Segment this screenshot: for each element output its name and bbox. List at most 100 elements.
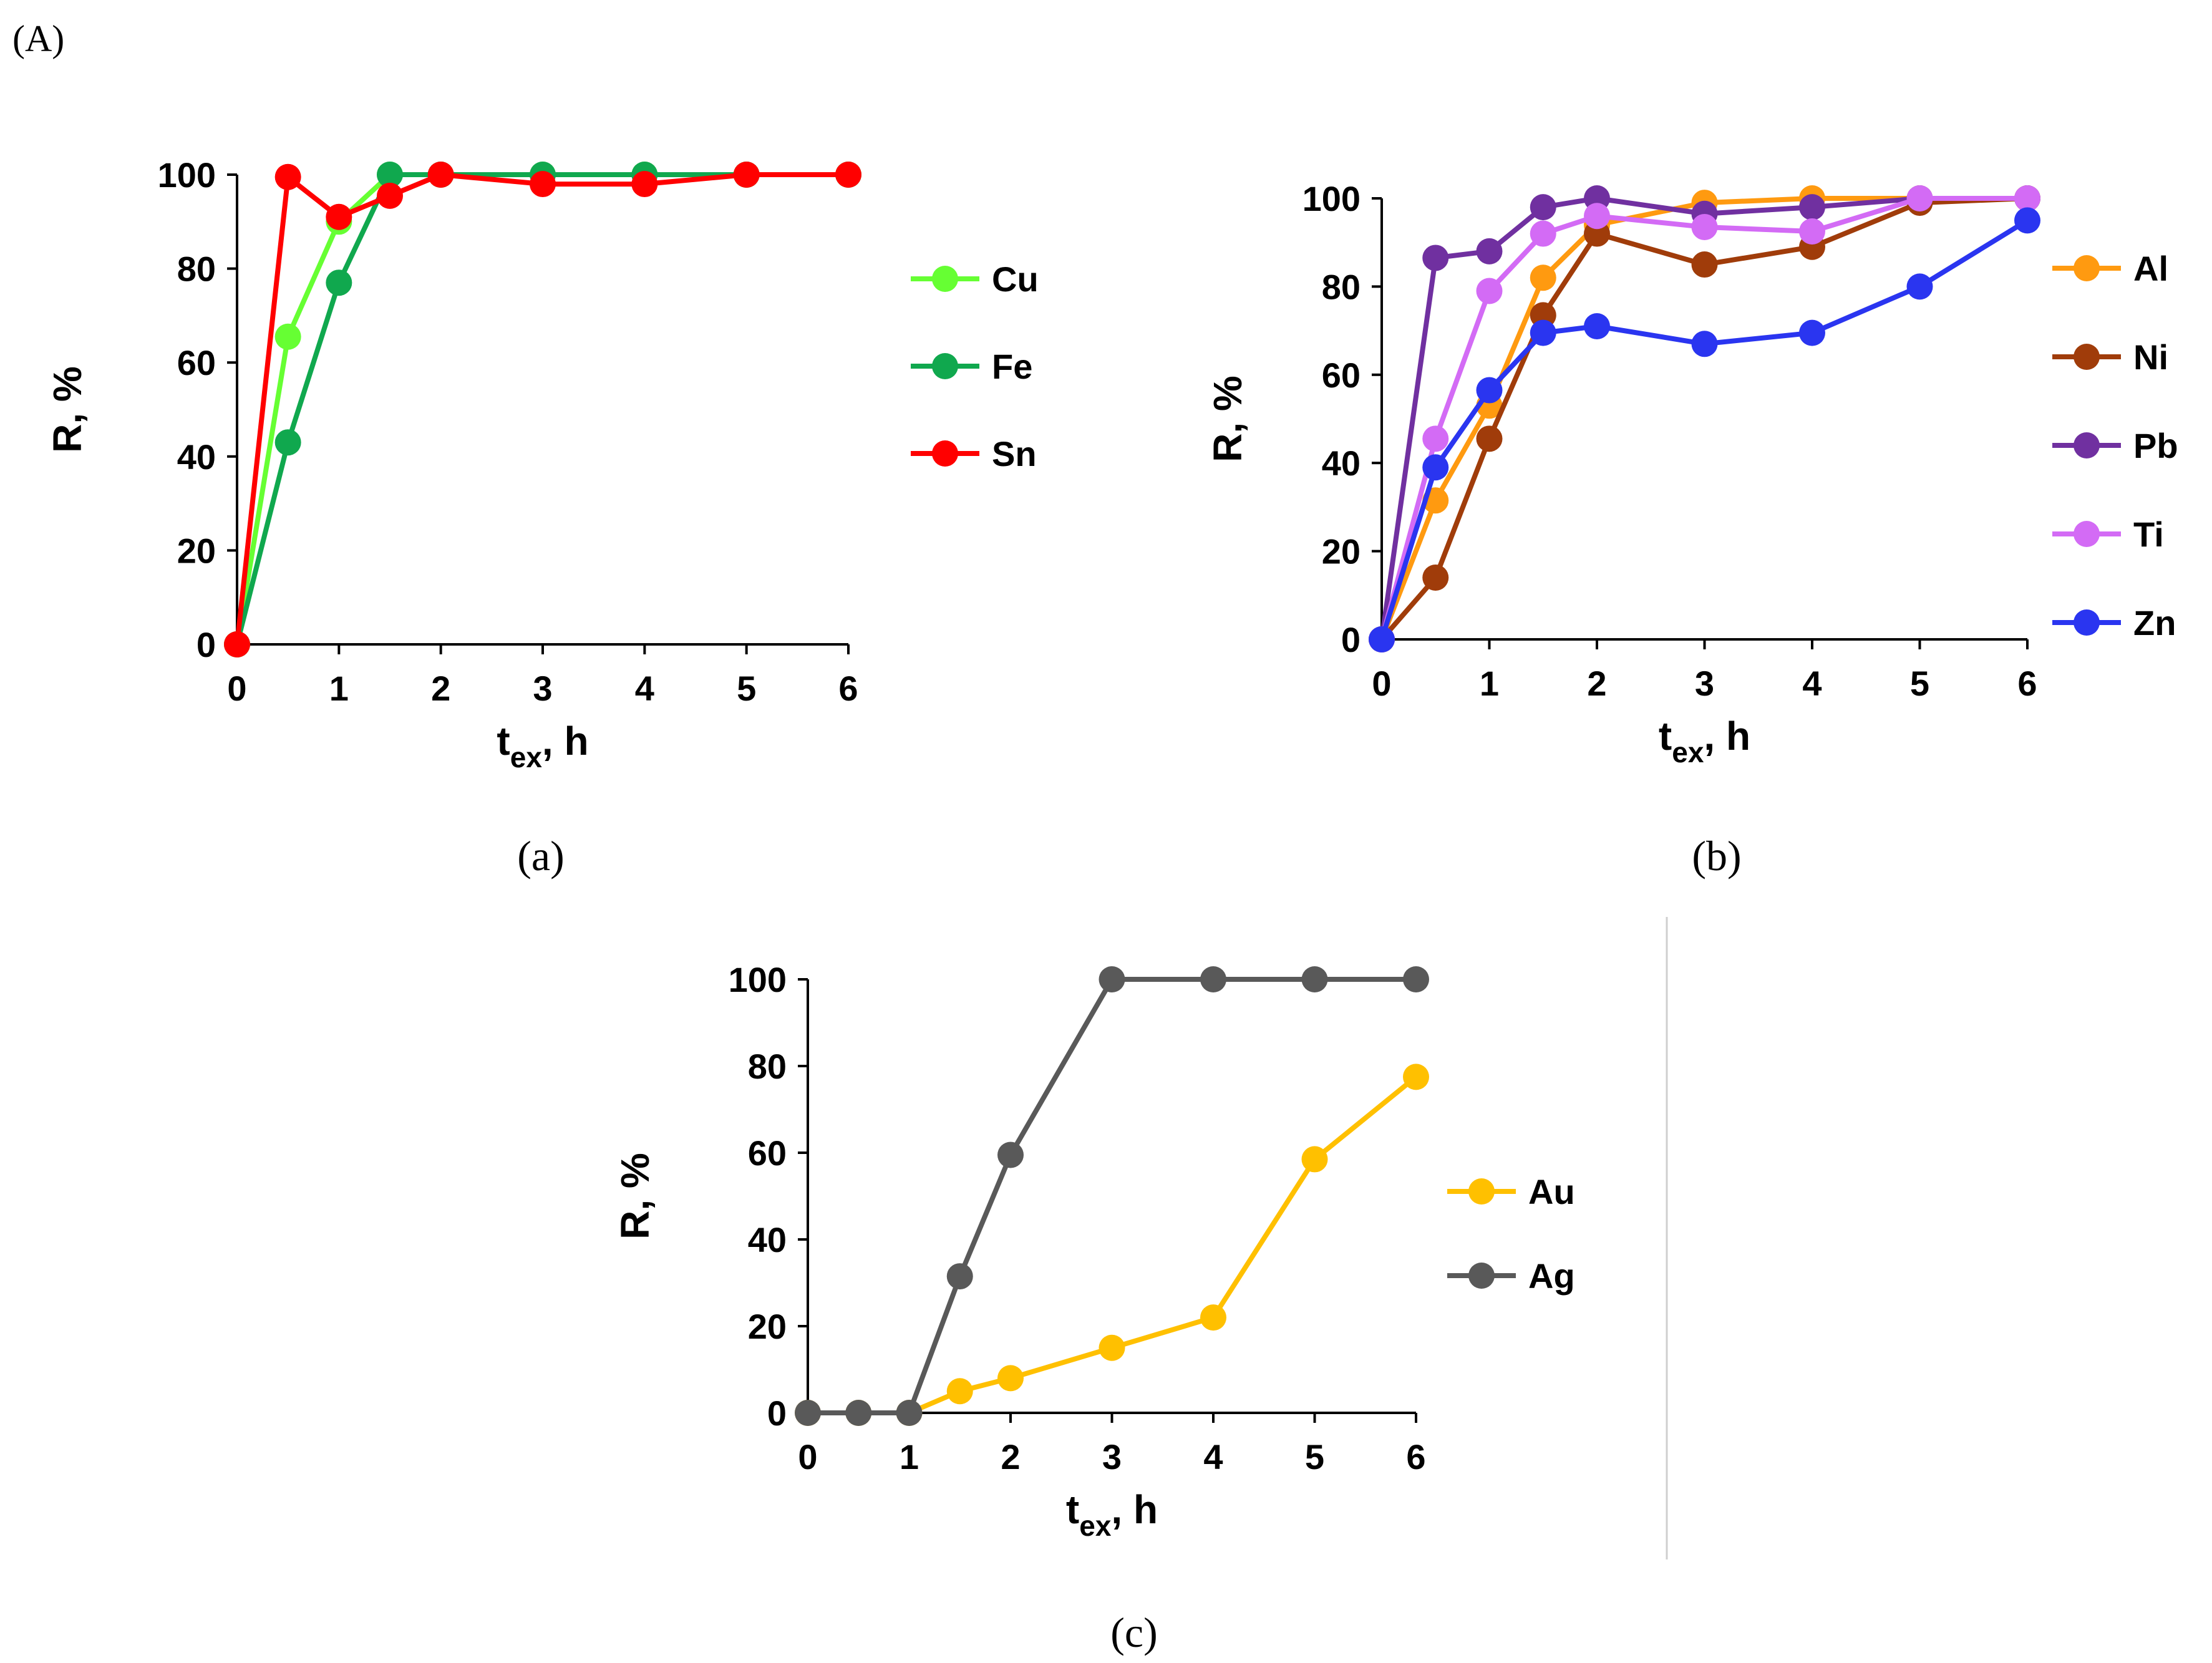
series-ti [1369,185,2040,652]
x-tick-label: 4 [1203,1437,1223,1476]
data-point-au [997,1365,1024,1392]
data-point-ag [845,1400,872,1426]
chart-b: 0 20 40 60 80 100 0 1 2 3 4 5 6 tex, h R, % Al Ni Pb Ti Zn (… [1205,179,2178,880]
x-axis-label-subscript: ex [510,741,543,773]
data-point-zn [1691,331,1718,357]
legend-marker [932,353,958,379]
data-point-zn [1369,626,1395,652]
data-point-ag [997,1142,1024,1168]
x-tick-label: 3 [1102,1437,1122,1476]
data-point-pb [1476,238,1503,264]
legend-marker [1468,1178,1495,1205]
x-axis-label-main: t [1659,714,1672,759]
legend-marker [1468,1263,1495,1289]
data-point-zn [1906,273,1933,300]
data-point-ni [1691,251,1718,278]
data-point-sn [631,171,658,198]
data-point-zn [1476,377,1503,404]
data-point-ti [2014,185,2040,211]
data-point-au [1301,1146,1328,1173]
data-point-ti [1691,213,1718,240]
x-tick-label: 1 [329,669,349,708]
legend-label: Ag [1528,1256,1575,1296]
chart-a: 0 20 40 60 80 100 0 1 2 3 4 5 6 tex, h R, % Cu Fe Sn (a) [45,155,1039,880]
panel-caption: (a) [517,832,564,880]
data-point-au [1200,1304,1226,1331]
data-point-ti [1906,185,1933,211]
data-point-au [946,1378,973,1405]
series-zn [1369,207,2040,652]
data-point-fe [326,269,352,296]
x-axis-label: tex, h [497,719,588,773]
legend-marker [2074,255,2100,281]
panel-caption: (c) [1110,1609,1157,1656]
legend-entry-pb: Pb [2052,426,2178,465]
legend-marker [2074,432,2100,458]
x-tick-label: 1 [900,1437,919,1476]
legend-entry-sn: Sn [911,434,1037,473]
x-tick-label: 5 [737,669,756,708]
figure-label: (A) [12,18,64,59]
series-sn [224,162,861,657]
x-axis-label: tex, h [1659,714,1750,768]
y-tick-label: 40 [748,1220,787,1259]
data-point-cu [274,323,301,350]
x-tick-label: 4 [1802,664,1822,703]
data-point-ti [1584,203,1610,230]
data-point-ag [946,1263,973,1290]
legend-entry-al: Al [2052,249,2168,288]
legend-entry-cu: Cu [911,259,1039,299]
data-point-sn [835,162,861,188]
legend-entry-ti: Ti [2052,515,2164,554]
x-axis-label: tex, h [1066,1487,1158,1542]
y-tick-label: 20 [177,531,216,570]
data-point-fe [377,162,403,188]
x-tick-label: 1 [1480,664,1499,703]
data-point-ti [1422,425,1449,452]
data-point-zn [1530,319,1556,346]
data-point-pb [1422,245,1449,271]
data-point-zn [2014,207,2040,234]
series-line-cu [235,172,848,645]
x-axis-label-subscript: ex [1672,736,1704,768]
data-point-sn [274,163,301,190]
y-tick-label: 60 [177,343,216,382]
series-cu [224,162,861,657]
data-point-pb [1799,194,1825,221]
x-tick-label: 6 [2017,664,2037,703]
y-tick-label: 80 [1322,267,1361,306]
legend-entry-zn: Zn [2052,603,2176,642]
x-axis-label-unit: , h [542,719,589,764]
data-point-zn [1422,454,1449,481]
chart-c: 0 20 40 60 80 100 0 1 2 3 4 5 6 tex, h R, % Au Ag (c) [613,960,1575,1656]
data-point-sn [224,631,250,657]
data-point-ag [795,1400,821,1426]
data-point-ni [1422,565,1449,591]
legend-label: Zn [2133,603,2176,642]
x-tick-label: 4 [635,669,654,708]
data-point-sn [530,171,556,198]
legend-entry-ag: Ag [1447,1256,1575,1296]
data-point-zn [1799,319,1825,346]
x-tick-label: 0 [1372,664,1391,703]
x-axis-label-main: t [1066,1487,1079,1532]
legend-label: Ti [2133,515,2164,554]
data-point-zn [1584,313,1610,340]
data-point-ag [896,1400,923,1426]
legend-label: Pb [2133,426,2178,465]
data-point-au [1403,1064,1429,1090]
data-point-au [1099,1334,1125,1361]
legend-marker [2074,609,2100,636]
x-axis-label-unit: , h [1704,714,1750,759]
data-point-fe [274,429,301,456]
legend-entry-ni: Ni [2052,337,2168,377]
y-tick-label: 80 [748,1047,787,1086]
x-tick-label: 2 [1001,1437,1020,1476]
x-tick-label: 0 [227,669,246,708]
panel-caption: (b) [1692,832,1741,880]
data-point-sn [377,182,403,209]
y-tick-label: 100 [158,155,216,195]
x-tick-label: 2 [1587,664,1606,703]
legend-marker [932,440,958,467]
